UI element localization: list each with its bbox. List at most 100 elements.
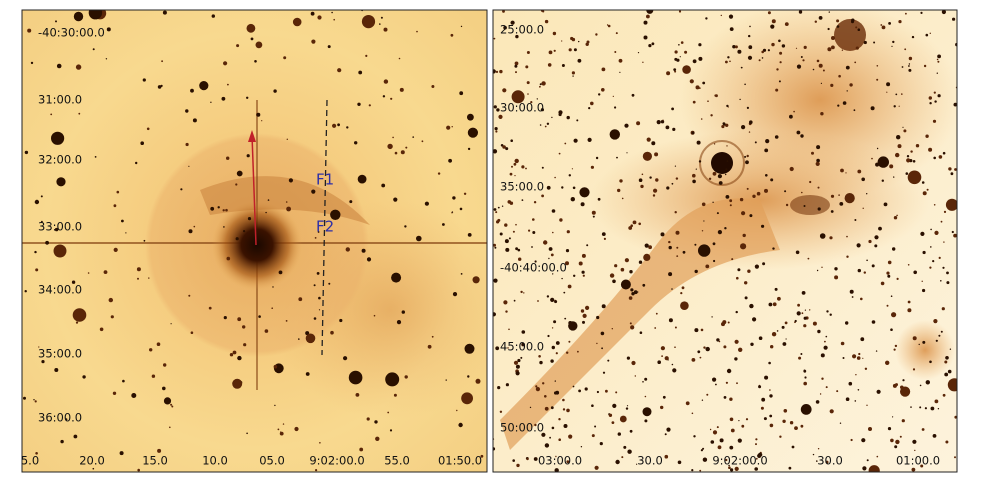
star — [493, 312, 496, 317]
star — [893, 105, 896, 108]
star — [689, 79, 694, 84]
star — [546, 295, 550, 298]
star — [834, 267, 838, 271]
star — [529, 406, 532, 409]
star — [694, 269, 698, 274]
star — [940, 330, 943, 333]
star — [817, 186, 820, 189]
star — [671, 107, 674, 111]
star — [390, 97, 393, 100]
star — [242, 325, 246, 329]
star — [217, 206, 220, 209]
star — [709, 428, 712, 431]
star — [809, 309, 811, 311]
star — [24, 290, 27, 293]
star — [845, 321, 849, 325]
star — [682, 65, 691, 74]
star — [294, 426, 299, 432]
star — [827, 27, 830, 31]
star — [836, 390, 839, 393]
star — [110, 315, 114, 319]
star — [723, 345, 727, 349]
star — [725, 381, 729, 384]
star — [781, 325, 785, 329]
star — [546, 185, 551, 190]
star — [232, 350, 237, 355]
star — [933, 91, 936, 94]
star — [747, 55, 753, 60]
star — [255, 41, 263, 49]
star — [782, 342, 787, 346]
star — [512, 230, 515, 233]
star — [857, 28, 861, 32]
star — [784, 22, 789, 26]
star — [387, 143, 393, 150]
star — [679, 56, 681, 58]
star — [507, 347, 509, 349]
star — [621, 456, 624, 459]
star — [701, 399, 704, 401]
star — [631, 93, 635, 97]
star — [541, 194, 544, 198]
star — [246, 23, 256, 33]
star — [243, 343, 247, 347]
star — [601, 67, 606, 72]
star — [868, 465, 880, 472]
star — [559, 218, 563, 222]
star — [237, 355, 242, 361]
star — [646, 137, 651, 142]
star — [190, 88, 194, 93]
star — [561, 64, 565, 67]
star — [729, 204, 732, 207]
star — [725, 60, 728, 64]
star — [725, 168, 728, 171]
star — [905, 172, 909, 175]
star — [169, 426, 171, 429]
star — [400, 150, 405, 155]
star — [696, 140, 701, 145]
star — [607, 24, 611, 28]
star — [742, 233, 746, 238]
star — [601, 232, 606, 237]
star — [932, 434, 937, 438]
star — [764, 188, 768, 193]
star — [761, 397, 766, 402]
star — [801, 312, 804, 315]
knot — [790, 195, 830, 215]
star — [656, 120, 661, 125]
star — [211, 14, 215, 18]
star — [105, 58, 108, 60]
star — [910, 150, 913, 153]
star — [92, 48, 95, 51]
star — [564, 317, 567, 320]
star — [495, 130, 498, 133]
star — [361, 15, 376, 29]
star — [717, 174, 723, 179]
star — [785, 203, 789, 207]
star — [550, 297, 555, 302]
star — [210, 206, 215, 211]
star — [881, 179, 884, 182]
star — [912, 368, 916, 371]
star — [566, 351, 569, 354]
star — [770, 24, 775, 29]
star — [286, 206, 291, 212]
star — [149, 348, 153, 352]
star — [566, 460, 570, 464]
star — [393, 197, 398, 202]
star — [897, 144, 902, 149]
star — [655, 178, 659, 182]
star — [267, 199, 270, 201]
star — [755, 443, 757, 446]
star — [861, 438, 866, 443]
star — [727, 321, 730, 324]
star — [736, 382, 738, 385]
star — [578, 389, 581, 393]
star — [532, 231, 536, 234]
star — [726, 104, 729, 108]
star — [889, 164, 894, 169]
star — [795, 47, 798, 49]
star — [871, 157, 873, 160]
star — [857, 268, 861, 273]
star — [668, 318, 673, 323]
